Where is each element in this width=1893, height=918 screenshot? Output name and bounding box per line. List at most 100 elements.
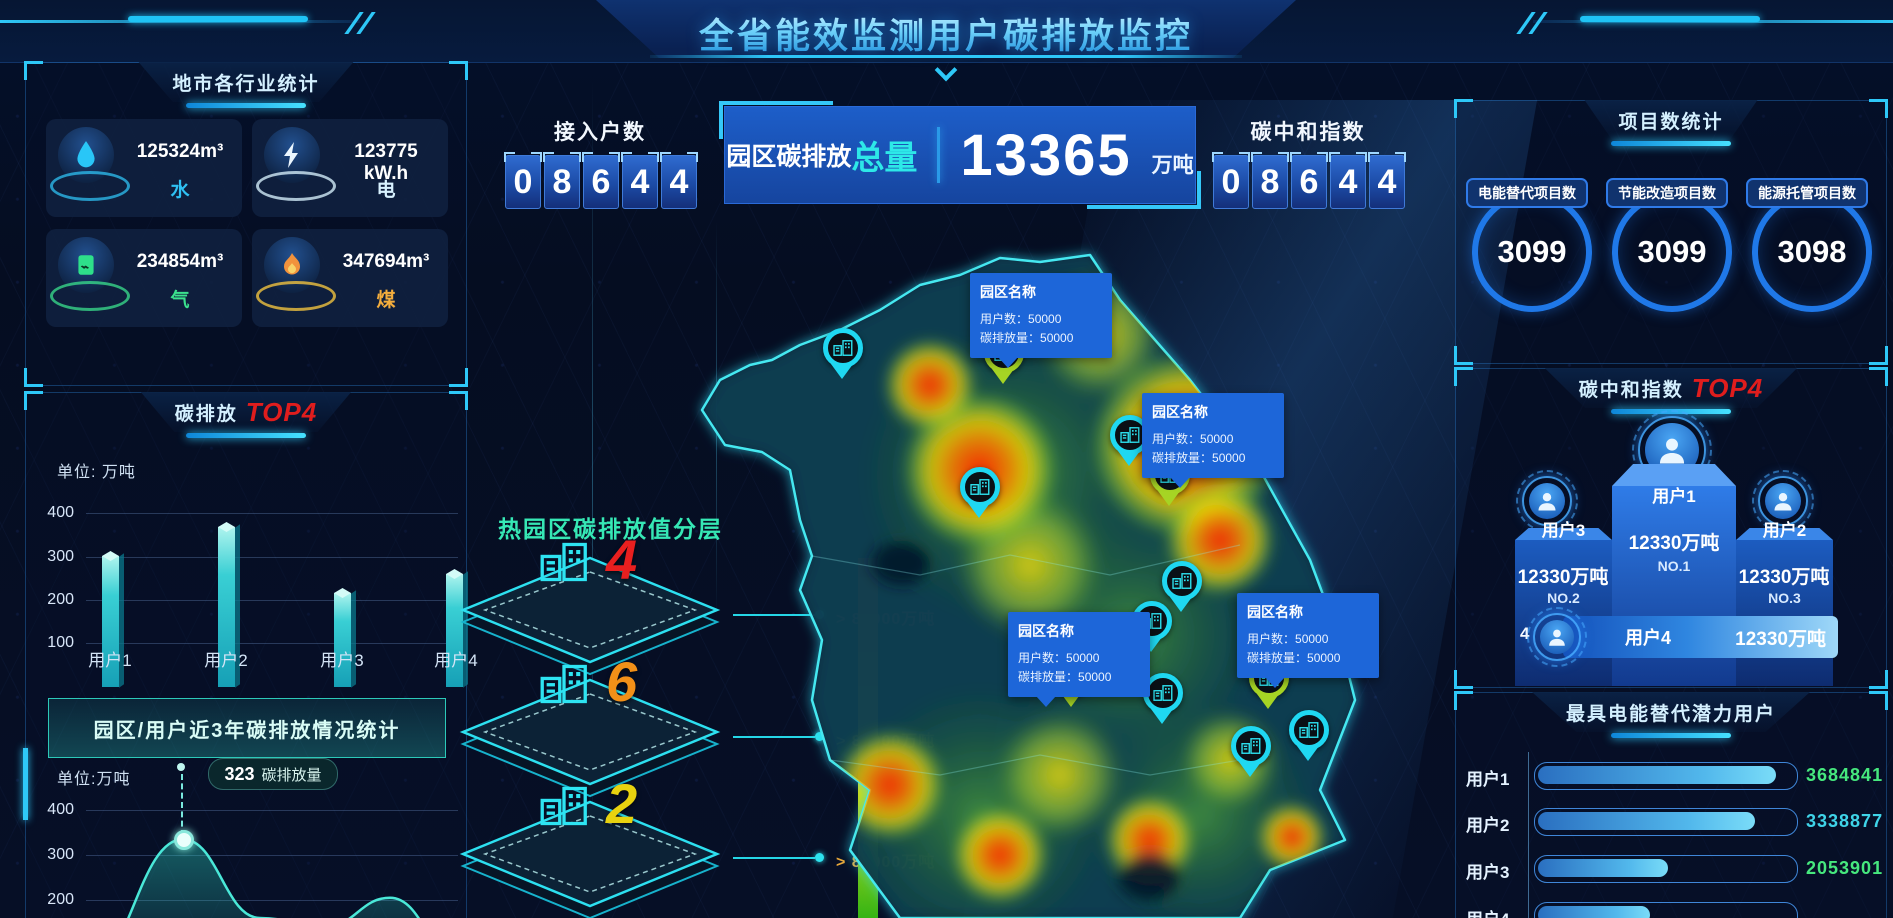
y-tick: 300 [47, 846, 74, 863]
digit-box: 4 [621, 152, 659, 209]
decor-ring [256, 281, 336, 311]
tooltip-users: 用户数：50000 [1152, 430, 1274, 449]
tooltip-emission: 碳排放量：50000 [980, 329, 1102, 348]
decor-corner [24, 368, 43, 387]
panel-title: 地市各行业统计 [172, 73, 320, 95]
title-plate [596, 0, 1296, 58]
podium-user: 用户1 [1652, 487, 1696, 506]
map-pin[interactable] [1160, 561, 1202, 617]
decor-underline [1611, 733, 1731, 738]
panel-title-tab: 最具电能替代潜力用户 [1531, 692, 1811, 732]
map-pin[interactable] [958, 467, 1000, 523]
map-pin[interactable] [821, 328, 863, 384]
chevron-down-icon [936, 62, 956, 82]
progress-fill [1538, 906, 1650, 918]
total-emission-value: 13365 [960, 122, 1132, 188]
progress-fill [1538, 859, 1669, 877]
row-user: 用户3 [1466, 863, 1510, 882]
person-icon [1535, 489, 1559, 513]
map-pin[interactable] [1287, 710, 1329, 766]
stat-value: 234854m³ [136, 251, 224, 272]
podium-rank: NO.1 [1657, 558, 1691, 574]
decor-line [128, 16, 308, 22]
decor-ring [256, 171, 336, 201]
progress-bar[interactable] [1534, 762, 1798, 790]
panel-title: 项目数统计 [1618, 111, 1724, 133]
bar-user3[interactable] [334, 593, 351, 687]
project-type-badge: 节能改造项目数 [1606, 178, 1728, 208]
progress-bar[interactable] [1534, 902, 1798, 918]
grid-line [86, 557, 458, 558]
panel-title-tab: 项目数统计 [1584, 100, 1758, 140]
digit-box: 4 [660, 152, 698, 209]
y-tick: 200 [47, 891, 74, 908]
project-count-circle: 3098 [1752, 192, 1872, 312]
page-title: 全省能效监测用户碳排放监控 [596, 8, 1296, 59]
total-label-highlight: 总量 [851, 139, 918, 176]
map-pin[interactable] [1229, 726, 1271, 782]
map-tooltip: 园区名称 用户数：50000 碳排放量：50000 [1142, 393, 1284, 488]
layer-count: 2 [606, 772, 638, 835]
data-point-dot [174, 830, 194, 850]
tooltip-users-label: 用户数： [1152, 432, 1201, 446]
panel-title-tab: 地市各行业统计 [138, 62, 354, 102]
history-stats-button[interactable]: 园区/用户近3年碳排放情况统计 [48, 698, 446, 758]
person-icon [1655, 433, 1689, 467]
row-user: 用户2 [1466, 816, 1510, 835]
bar-user1[interactable] [102, 556, 119, 687]
axis-line [1528, 752, 1529, 918]
decor-edge-accent [23, 748, 28, 820]
rank-index: 4 [1520, 624, 1530, 643]
area-chart [127, 837, 421, 918]
bar-user4[interactable] [446, 574, 463, 687]
digit-box: 4 [1329, 152, 1367, 209]
project-count-circle: 3099 [1612, 192, 1732, 312]
tooltip-users-value: 50000 [1028, 312, 1062, 326]
progress-fill [1538, 812, 1755, 830]
tooltip-users: 用户数：50000 [1247, 630, 1369, 649]
tooltip-value: 323 [224, 763, 255, 784]
decor-corner [1869, 670, 1888, 689]
tooltip-title: 园区名称 [1018, 623, 1074, 639]
grid-line [86, 643, 458, 644]
buildings-icon [960, 467, 1000, 507]
row-user: 用户1 [1466, 770, 1510, 789]
decor-connector [733, 857, 815, 859]
y-tick: 400 [47, 801, 74, 818]
decor-corner [1454, 670, 1473, 689]
tooltip-users: 用户数：50000 [980, 310, 1102, 329]
area-chart-unit-label: 单位:万吨 [57, 771, 131, 788]
layer-platform-2 [459, 678, 721, 798]
tooltip-users-value: 50000 [1295, 632, 1329, 646]
bar-user2[interactable] [218, 527, 235, 687]
progress-bar[interactable] [1534, 855, 1798, 883]
bar-chart-unit-label: 单位: 万吨 [57, 464, 136, 481]
y-tick: 300 [47, 548, 74, 565]
tooltip-emission-label: 碳排放量： [1018, 670, 1079, 684]
total-emission-title: 园区碳排放 总量 [726, 131, 917, 179]
decor-corner [1454, 346, 1473, 365]
carbon-neutral-digits: 0 8 6 4 4 [1212, 152, 1408, 209]
total-emission-card: 园区碳排放 总量 13365 万吨 [719, 101, 1201, 209]
stat-value: 125324m³ [136, 141, 224, 162]
industry-stats-panel: 地市各行业统计 125324m³ 水 123775 kW.h 电 [24, 61, 468, 387]
x-category: 用户2 [204, 651, 248, 670]
decor-connector [733, 736, 815, 738]
podium-third [1736, 528, 1833, 686]
total-emission-unit: 万吨 [1151, 154, 1194, 177]
tooltip-emission-label: 碳排放量： [1247, 651, 1308, 665]
progress-bar[interactable] [1534, 808, 1798, 836]
stat-card-electricity: 123775 kW.h 电 [252, 119, 448, 217]
access-count-label: 接入户数 [554, 121, 646, 144]
tooltip-title: 园区名称 [980, 284, 1036, 300]
fourth-place-row[interactable]: 用户4 12330万吨 [1563, 616, 1838, 658]
grid-line [86, 513, 458, 514]
buildings-icon [540, 542, 588, 582]
buildings-icon [540, 786, 588, 826]
decor-corner [1869, 691, 1888, 710]
stat-card-water: 125324m³ 水 [46, 119, 242, 217]
area-chart-tooltip: 323 碳排放量 [208, 758, 338, 790]
decor-connector [733, 614, 815, 616]
decor-corner [449, 391, 468, 410]
